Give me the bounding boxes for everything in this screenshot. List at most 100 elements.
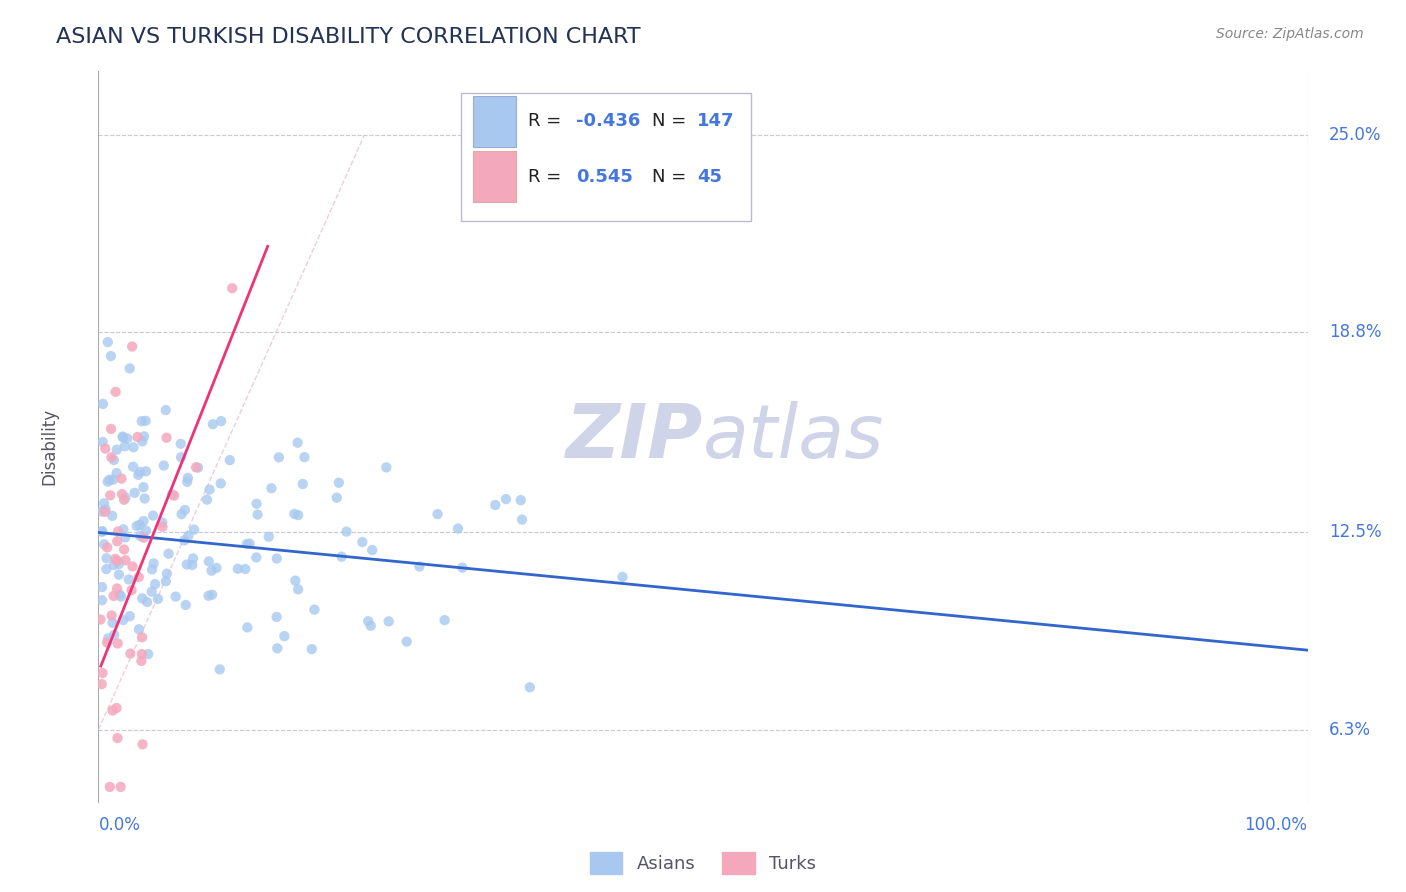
Point	[131, 434, 153, 449]
Point	[155, 431, 177, 445]
Point	[110, 590, 132, 604]
Point	[104, 384, 127, 399]
Point	[112, 542, 135, 557]
Point	[89, 613, 111, 627]
Point	[91, 593, 114, 607]
Point	[330, 549, 353, 564]
Point	[301, 642, 323, 657]
Point	[257, 530, 280, 544]
Point	[111, 430, 134, 444]
Point	[96, 635, 118, 649]
Point	[135, 464, 157, 478]
Point	[91, 524, 114, 539]
Point	[96, 541, 118, 555]
Point	[361, 543, 384, 558]
Point	[100, 608, 122, 623]
Point	[112, 492, 135, 507]
Point	[287, 508, 309, 522]
Point	[245, 550, 267, 565]
Point	[287, 435, 309, 450]
Point	[101, 704, 124, 718]
Text: 18.8%: 18.8%	[1329, 323, 1381, 341]
Point	[121, 583, 143, 598]
Point	[198, 483, 221, 497]
Point	[201, 417, 224, 432]
Point	[124, 485, 146, 500]
Point	[122, 440, 145, 454]
Text: R =: R =	[527, 168, 572, 186]
Point	[135, 524, 157, 538]
Point	[170, 507, 193, 521]
Legend: Asians, Turks: Asians, Turks	[582, 845, 824, 881]
Point	[97, 335, 120, 350]
Point	[152, 520, 174, 534]
Point	[181, 558, 204, 572]
Point	[304, 602, 326, 616]
Point	[108, 567, 131, 582]
Point	[121, 339, 143, 353]
Point	[283, 507, 305, 521]
Point	[110, 780, 132, 794]
Point	[246, 508, 269, 522]
Point	[131, 737, 153, 751]
Point	[205, 561, 228, 575]
Point	[510, 513, 533, 527]
Point	[110, 472, 132, 486]
Point	[101, 508, 124, 523]
FancyBboxPatch shape	[474, 95, 516, 147]
Point	[267, 450, 290, 465]
Point	[121, 559, 143, 574]
Point	[165, 590, 187, 604]
Point	[93, 537, 115, 551]
Point	[260, 481, 283, 495]
Point	[103, 558, 125, 573]
Point	[266, 551, 288, 566]
Point	[117, 432, 139, 446]
Point	[94, 505, 117, 519]
Point	[170, 450, 193, 465]
Point	[141, 562, 163, 576]
Point	[335, 524, 357, 539]
Point	[94, 442, 117, 456]
Point	[236, 620, 259, 634]
Point	[94, 502, 117, 516]
Text: 25.0%: 25.0%	[1329, 126, 1381, 144]
Point	[103, 473, 125, 487]
Point	[127, 430, 149, 444]
Text: R =: R =	[527, 112, 567, 130]
Point	[226, 562, 249, 576]
Point	[484, 498, 506, 512]
Point	[157, 547, 180, 561]
Point	[287, 582, 309, 597]
Point	[183, 523, 205, 537]
Point	[129, 529, 152, 543]
Point	[131, 414, 153, 428]
FancyBboxPatch shape	[474, 151, 516, 202]
Point	[187, 460, 209, 475]
Point	[103, 589, 125, 603]
Point	[375, 460, 398, 475]
Point	[127, 467, 149, 482]
Point	[509, 493, 531, 508]
Point	[98, 780, 121, 794]
Point	[128, 570, 150, 584]
Point	[266, 610, 288, 624]
Point	[238, 536, 260, 550]
Point	[129, 465, 152, 479]
FancyBboxPatch shape	[461, 94, 751, 221]
Point	[208, 662, 231, 676]
Text: N =: N =	[652, 112, 692, 130]
Point	[408, 559, 430, 574]
Point	[184, 460, 207, 475]
Point	[447, 522, 470, 536]
Point	[132, 480, 155, 494]
Point	[146, 592, 169, 607]
Point	[612, 570, 634, 584]
Point	[107, 524, 129, 539]
Point	[218, 453, 240, 467]
Point	[131, 654, 153, 668]
Point	[90, 677, 112, 691]
Point	[132, 429, 155, 443]
Point	[291, 477, 314, 491]
Text: 12.5%: 12.5%	[1329, 524, 1381, 541]
